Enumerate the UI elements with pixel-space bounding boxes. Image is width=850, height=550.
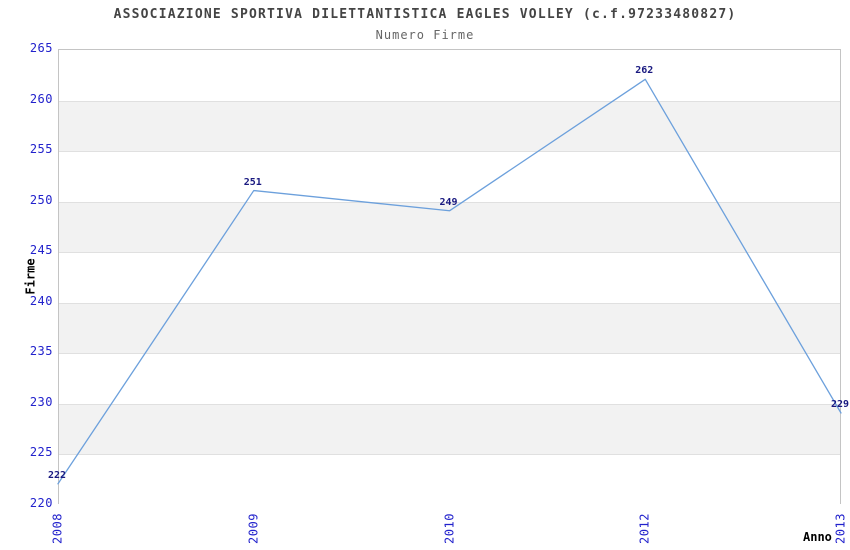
grid-band — [59, 302, 840, 354]
gridline — [59, 403, 840, 405]
chart-subtitle: Numero Firme — [375, 28, 475, 42]
gridline — [59, 100, 840, 102]
y-tick-label: 225 — [29, 445, 53, 460]
grid-band — [59, 151, 840, 202]
y-tick-label: 230 — [29, 394, 53, 409]
x-tick-label: 2010 — [442, 513, 456, 544]
gridline — [59, 454, 840, 456]
data-point-label: 262 — [635, 65, 654, 77]
chart-title: ASSOCIAZIONE SPORTIVA DILETTANTISTICA EA… — [113, 7, 737, 22]
x-tick-label: 2009 — [246, 513, 261, 544]
data-point-label: 229 — [830, 399, 850, 410]
gridline — [59, 353, 840, 355]
x-tick-label: 2012 — [637, 513, 652, 544]
y-tick-label: 245 — [29, 243, 53, 258]
y-tick-label: 235 — [29, 344, 53, 359]
y-tick-label: 255 — [29, 142, 53, 157]
plot-area — [58, 49, 841, 505]
data-point-label: 222 — [47, 469, 67, 481]
gridline — [59, 302, 840, 304]
grid-band — [59, 201, 840, 253]
data-point-label: 249 — [439, 196, 458, 208]
grid-band — [59, 100, 840, 152]
gridline — [59, 151, 840, 153]
grid-band — [59, 454, 840, 505]
gridline — [59, 252, 840, 254]
grid-band — [59, 50, 840, 101]
y-tick-label: 265 — [29, 41, 53, 55]
y-tick-label: 240 — [29, 293, 53, 308]
data-point-label: 251 — [243, 176, 262, 188]
y-tick-label: 260 — [29, 91, 53, 106]
grid-band — [59, 403, 840, 455]
grid-band — [59, 353, 840, 404]
y-axis-label: Firme — [23, 258, 38, 295]
x-axis-label: Anno — [803, 530, 832, 544]
grid-band — [59, 252, 840, 303]
y-tick-label: 220 — [29, 496, 53, 510]
y-tick-label: 250 — [29, 192, 53, 207]
x-tick-label: 2008 — [50, 513, 65, 544]
